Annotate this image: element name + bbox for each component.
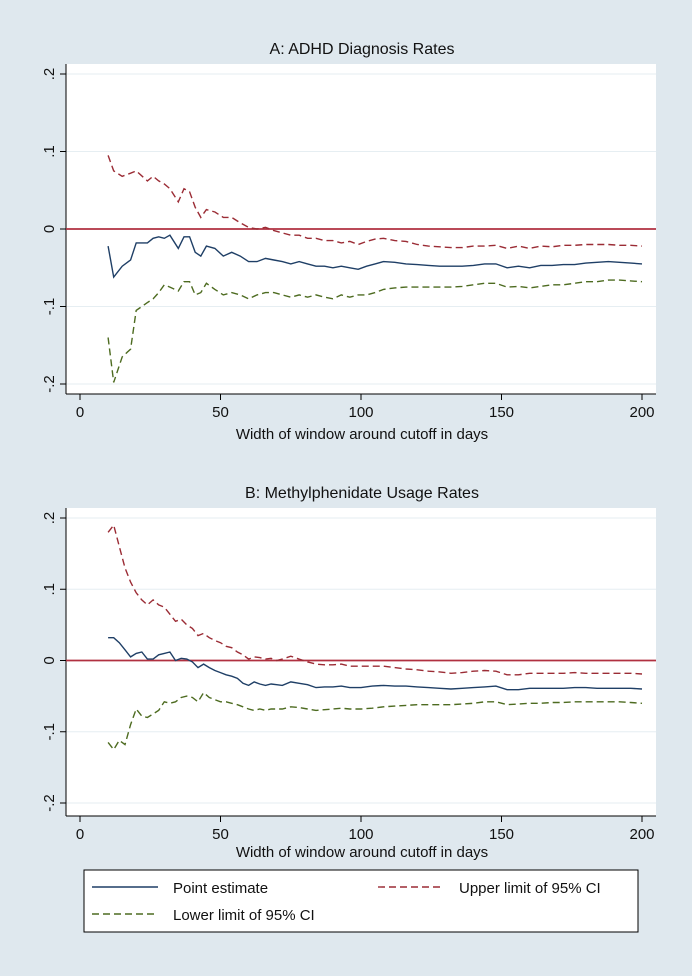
x-axis-title-b: Width of window around cutoff in days xyxy=(236,844,488,861)
ticks-a: .2 .1 0 -.1 -.2 0 50 100 150 200 xyxy=(41,68,655,421)
series-line-point-estimate-b xyxy=(108,637,643,691)
y-tick-label: 0 xyxy=(41,225,58,233)
series-line-lower-ci-a xyxy=(107,279,643,383)
chart-panel-a: A: ADHD Diagnosis Rates .2 .1 0 -.1 -.2 0 50 10… xyxy=(6,6,686,472)
series-group-b xyxy=(107,523,643,751)
chart-title-b: B: Methylphenidate Usage Rates xyxy=(245,485,479,502)
y-tick-label: -.2 xyxy=(41,794,58,812)
y-tick-label: .2 xyxy=(41,68,58,81)
legend-label-lower: Lower limit of 95% CI xyxy=(173,907,315,924)
x-tick-label: 150 xyxy=(489,826,514,843)
series-line-upper-ci-b xyxy=(107,523,643,676)
x-tick-label: 100 xyxy=(348,404,373,421)
chart-title-a: A: ADHD Diagnosis Rates xyxy=(270,41,455,58)
y-tick-label: .1 xyxy=(41,145,58,158)
y-tick-label: -.1 xyxy=(41,723,58,741)
legend-box xyxy=(83,869,639,933)
y-tick-label: -.1 xyxy=(41,298,58,316)
x-tick-label: 100 xyxy=(348,826,373,843)
series-line-upper-ci-a xyxy=(107,155,643,250)
legend-label-point: Point estimate xyxy=(173,880,268,897)
x-tick-label: 200 xyxy=(629,826,654,843)
y-tick-label: .2 xyxy=(41,512,58,525)
series-group-a xyxy=(107,155,643,383)
y-tick-label: .1 xyxy=(41,583,58,596)
x-tick-label: 0 xyxy=(76,404,84,421)
x-tick-label: 0 xyxy=(76,826,84,843)
x-tick-label: 50 xyxy=(212,826,229,843)
chart-panel-b: B: Methylphenidate Usage Rates .2 .1 0 -.1 -… xyxy=(41,485,656,861)
y-tick-label: -.2 xyxy=(41,375,58,393)
x-tick-label: 150 xyxy=(489,404,514,421)
ticks-b: .2 .1 0 -.1 -.2 0 50 100 150 200 xyxy=(41,512,655,843)
y-tick-label: 0 xyxy=(41,656,58,664)
x-axis-title-a: Width of window around cutoff in days xyxy=(236,426,488,443)
series-line-point-estimate-a xyxy=(107,234,643,279)
legend-label-upper: Upper limit of 95% CI xyxy=(459,880,601,897)
legend: Point estimate Upper limit of 95% CI Low… xyxy=(83,869,639,933)
x-tick-label: 200 xyxy=(629,404,654,421)
plot-region-b xyxy=(66,508,656,816)
x-tick-label: 50 xyxy=(212,404,229,421)
series-line-lower-ci-b xyxy=(107,691,643,751)
